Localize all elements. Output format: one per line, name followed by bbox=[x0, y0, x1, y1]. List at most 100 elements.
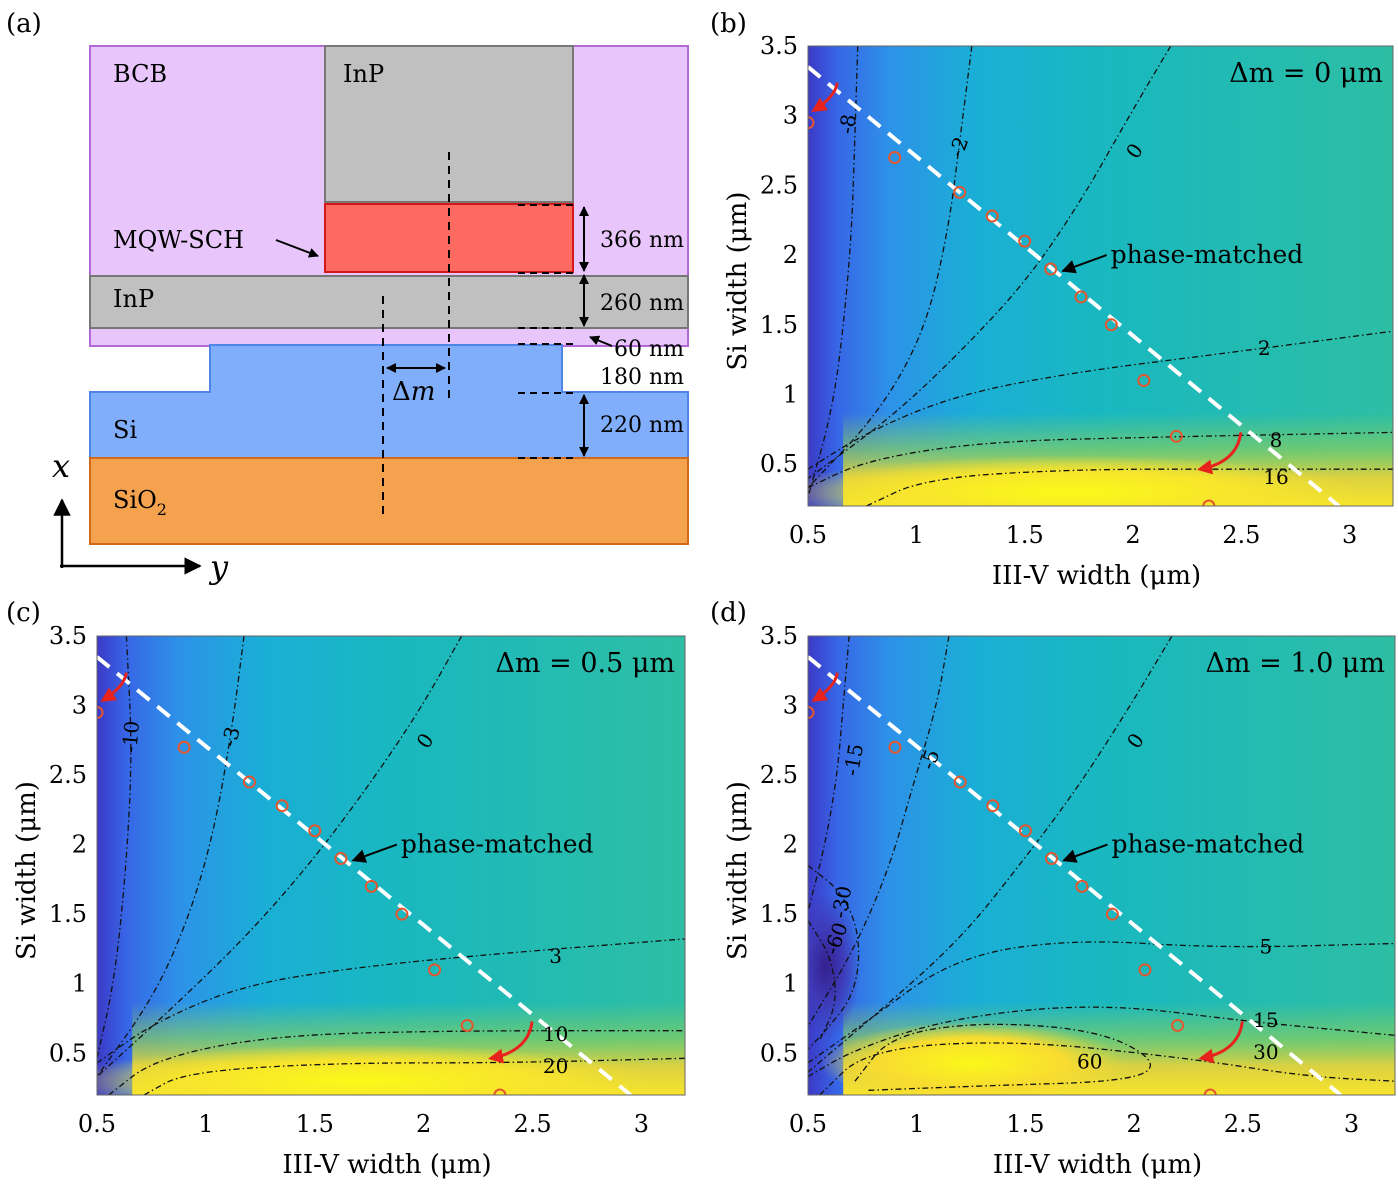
panel-a-schematic: (a) BCB InP MQW-SCH InP Si SiO2 Δm bbox=[6, 9, 689, 586]
x-axis-label: III-V width (μm) bbox=[992, 561, 1201, 591]
data-marker bbox=[308, 824, 322, 838]
data-marker bbox=[808, 116, 815, 130]
y-tick-label: 1 bbox=[783, 970, 798, 998]
bcb-label: BCB bbox=[113, 60, 167, 88]
x-tick-label: 0.5 bbox=[789, 521, 827, 549]
data-marker bbox=[97, 706, 104, 719]
callout-label: phase-matched bbox=[1111, 830, 1304, 859]
dim-220: 220 nm bbox=[600, 413, 684, 438]
callout-arrow bbox=[1062, 843, 1108, 863]
data-marker bbox=[985, 209, 999, 223]
panel-label: (b) bbox=[710, 9, 747, 39]
contour-label: 2 bbox=[1258, 336, 1271, 360]
x-tick-label: 3 bbox=[1342, 521, 1357, 549]
y-tick-label: 0.5 bbox=[49, 1039, 87, 1067]
panel-label: (d) bbox=[710, 598, 747, 628]
x-tick-label: 3 bbox=[634, 1110, 649, 1138]
data-marker bbox=[1075, 879, 1089, 893]
data-marker bbox=[1138, 963, 1152, 977]
dimension-guides bbox=[518, 204, 578, 459]
data-marker bbox=[1044, 852, 1058, 866]
inp-top-label: InP bbox=[343, 60, 384, 88]
contour-line bbox=[97, 636, 463, 1078]
data-marker bbox=[953, 775, 967, 789]
data-marker bbox=[1074, 290, 1088, 304]
x-tick-label: 1 bbox=[198, 1110, 213, 1138]
red-arrow-bottom bbox=[488, 1021, 534, 1064]
sio2-layer bbox=[89, 457, 689, 545]
panel-label: (c) bbox=[6, 598, 41, 628]
x-tick-label: 0.5 bbox=[789, 1110, 827, 1138]
callout-label: phase-matched bbox=[1111, 240, 1304, 269]
x-tick-label: 1.5 bbox=[1006, 1110, 1044, 1138]
data-marker bbox=[1104, 318, 1118, 332]
data-marker bbox=[1137, 374, 1151, 388]
red-arrow-bottom bbox=[1196, 432, 1243, 475]
annotation-delta-m: Δm = 0.5 μm bbox=[495, 648, 675, 679]
dim-260: 260 nm bbox=[600, 291, 684, 316]
offset-label: Δm bbox=[392, 377, 435, 407]
data-marker bbox=[1169, 429, 1183, 443]
contour-line bbox=[808, 1006, 1395, 1078]
x-axis-label: III-V width (μm) bbox=[993, 1150, 1202, 1180]
red-arrow-top bbox=[811, 82, 839, 113]
contour-line bbox=[854, 1023, 1151, 1092]
phase-matched-line bbox=[808, 65, 1341, 506]
y-tick-label: 2 bbox=[783, 831, 798, 859]
contour-line bbox=[808, 46, 1172, 479]
x-tick-label: 2 bbox=[1125, 521, 1140, 549]
x-tick-label: 2 bbox=[416, 1110, 431, 1138]
y-tick-label: 1 bbox=[72, 970, 87, 998]
y-tick-label: 2.5 bbox=[760, 171, 798, 199]
contour-line bbox=[808, 330, 1393, 470]
contour-label: 60 bbox=[1077, 1049, 1102, 1073]
contour-line bbox=[808, 920, 836, 1041]
y-tick-label: 3 bbox=[783, 692, 798, 720]
contour-line bbox=[808, 46, 973, 489]
dimension-arrows bbox=[579, 206, 613, 457]
y-tick-label: 3.5 bbox=[760, 32, 798, 60]
data-marker bbox=[334, 852, 348, 866]
y-axis-label: Si width (μm) bbox=[723, 192, 753, 371]
data-marker bbox=[953, 185, 967, 199]
contour-label: -15 bbox=[839, 742, 868, 778]
x-tick-label: 1.5 bbox=[296, 1110, 334, 1138]
data-marker bbox=[1203, 1088, 1217, 1095]
y-tick-label: 3.5 bbox=[760, 622, 798, 650]
phase-matched-line bbox=[808, 655, 1342, 1095]
contour-line bbox=[808, 636, 1173, 1073]
y-axis-label: Si width (μm) bbox=[723, 781, 753, 960]
data-marker bbox=[1018, 824, 1032, 838]
contour-label: -8 bbox=[834, 112, 861, 135]
y-tick-label: 2 bbox=[72, 831, 87, 859]
data-marker bbox=[242, 775, 256, 789]
data-marker bbox=[1044, 262, 1058, 276]
dim-180: 180 nm bbox=[600, 365, 684, 390]
si-label: Si bbox=[113, 416, 137, 444]
phase-matched-line bbox=[97, 655, 632, 1095]
y-tick-label: 1 bbox=[783, 380, 798, 408]
annotation-delta-m: Δm = 0 μm bbox=[1229, 58, 1383, 89]
y-tick-label: 2 bbox=[783, 241, 798, 269]
data-marker bbox=[493, 1088, 507, 1095]
panel-label-a: (a) bbox=[6, 9, 42, 39]
contour-line bbox=[808, 46, 859, 497]
y-tick-label: 3 bbox=[72, 692, 87, 720]
colormap-lower-band bbox=[843, 299, 1393, 506]
data-marker bbox=[364, 879, 378, 893]
x-tick-label: 0.5 bbox=[78, 1110, 116, 1138]
contour-line bbox=[808, 864, 860, 1050]
plot-frame bbox=[807, 635, 1396, 1096]
mqw-pointer-arrow bbox=[275, 239, 319, 258]
dim-366: 366 nm bbox=[600, 228, 684, 253]
plot-frame bbox=[807, 45, 1394, 507]
red-arrow-bottom bbox=[1198, 1021, 1244, 1064]
contour-label: -10 bbox=[117, 720, 144, 754]
contour-label: 16 bbox=[1263, 465, 1288, 489]
data-marker bbox=[888, 151, 902, 165]
